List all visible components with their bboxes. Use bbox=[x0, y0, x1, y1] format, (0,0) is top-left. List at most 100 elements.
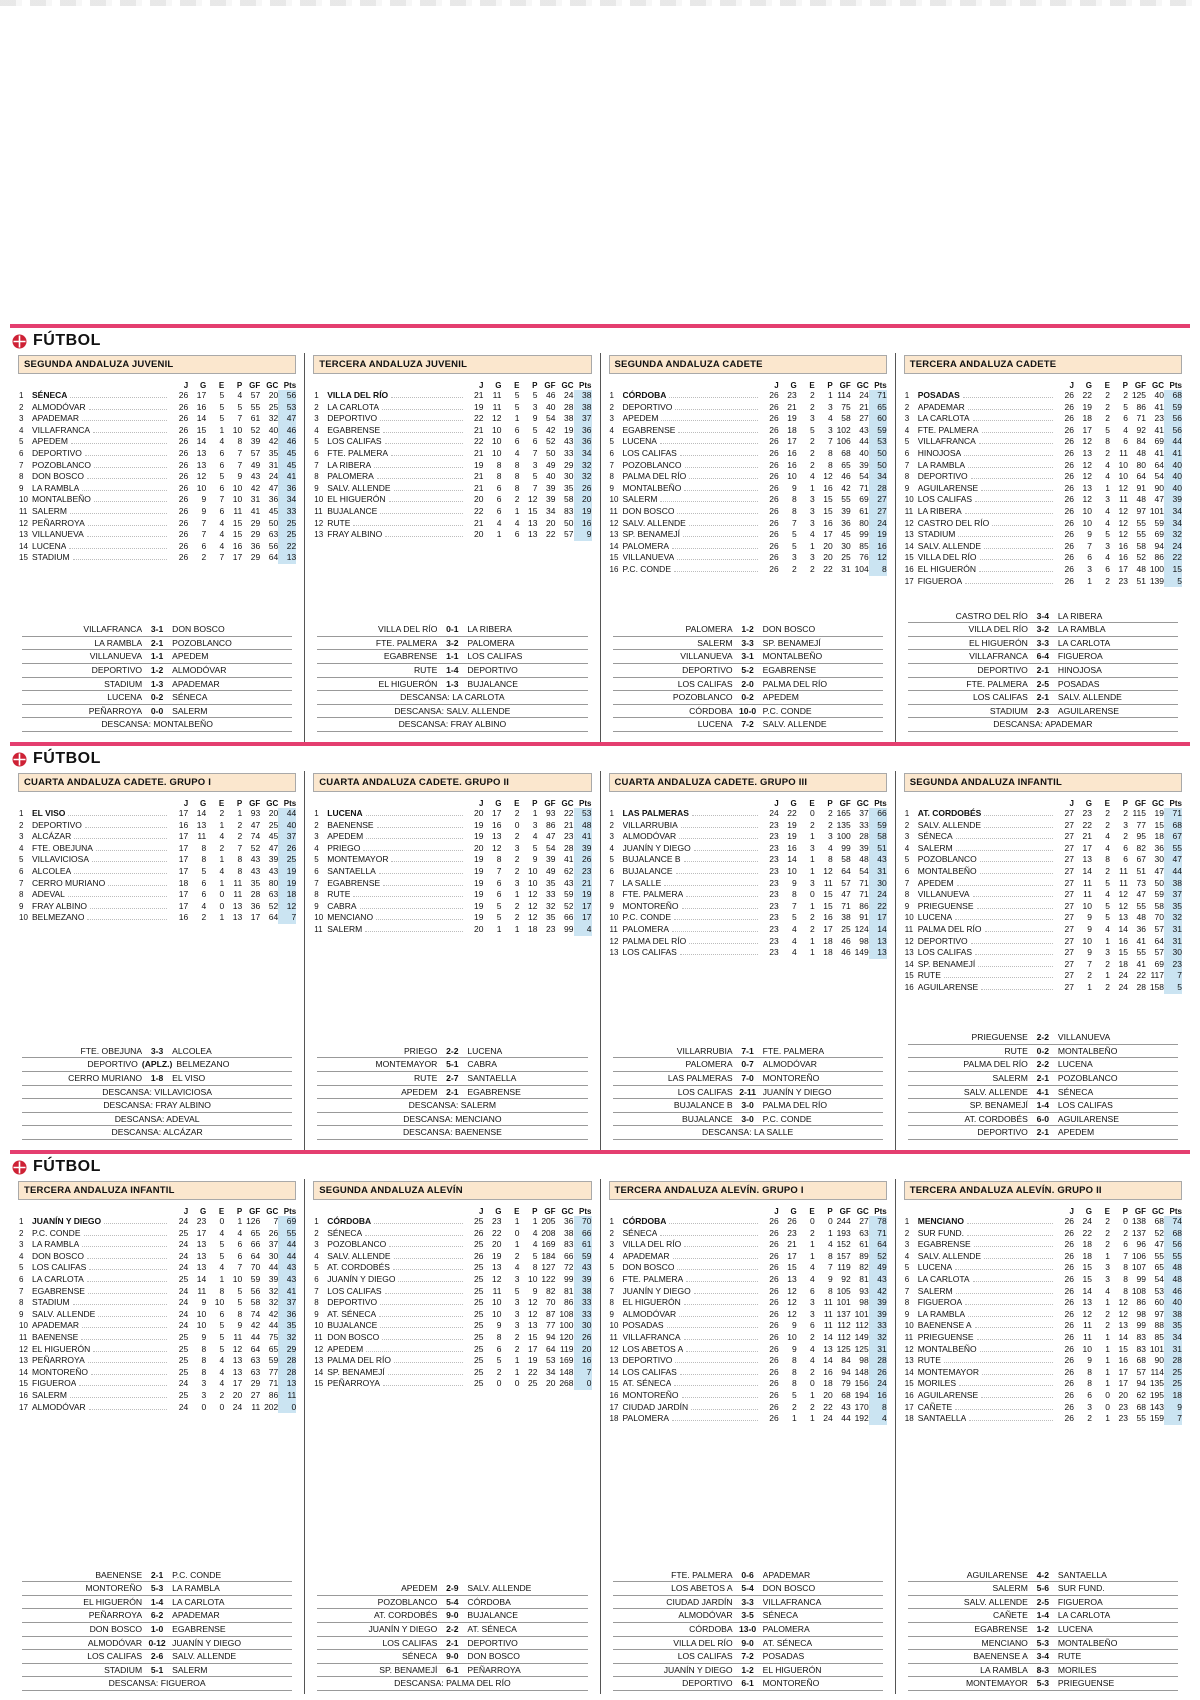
team-name: PALMA DEL RÍO bbox=[327, 1355, 465, 1367]
stat-value: 2 bbox=[1105, 1308, 1110, 1319]
home-team: EL HIGUERÓN bbox=[968, 637, 1028, 648]
stat-value: 11 bbox=[823, 1297, 833, 1308]
team-name: LA RIBERA bbox=[327, 460, 465, 472]
stat-value: 2 bbox=[828, 808, 833, 818]
team-name: SALERM bbox=[327, 924, 465, 936]
team-name: DEPORTIVO bbox=[918, 471, 1056, 483]
rank: 3 bbox=[19, 1240, 24, 1250]
team-name: SALERM bbox=[32, 1390, 170, 1402]
stat-col-header: J bbox=[479, 799, 484, 808]
stat-value: 99 bbox=[841, 842, 851, 853]
match-score: 9-0 bbox=[446, 1610, 459, 1621]
stat-value: 20 bbox=[268, 390, 279, 400]
stat-value: 43 bbox=[250, 854, 261, 865]
stat-value: 21 bbox=[573, 877, 592, 890]
dot-leader bbox=[972, 420, 1053, 422]
stat-value: 71 bbox=[841, 900, 851, 911]
stat-value: 26 bbox=[1064, 436, 1074, 447]
standings-row: 6 MONTALBEÑO 27 14 2 11 51 47 44 bbox=[904, 865, 1182, 878]
standings: 1 CÓRDOBA 26 23 2 1 114 24 71 2 DEPORTIVO 26 21 2 3 75 2… bbox=[609, 390, 887, 576]
name-spacer bbox=[918, 1207, 1056, 1216]
rank: 1 bbox=[904, 391, 910, 400]
stat-value: 50 bbox=[268, 517, 279, 528]
match-result: JUANÍN Y DIEGO 2-2 AT. SÉNECA bbox=[317, 1623, 588, 1637]
stat-value: 78 bbox=[868, 1216, 887, 1228]
home-team: LOS CALIFAS bbox=[87, 1651, 143, 1662]
stat-value: 2 bbox=[496, 1366, 502, 1377]
team-name: EGABRENSE bbox=[918, 1239, 1056, 1251]
stat-value: 47 bbox=[250, 819, 261, 830]
match-result: LA RAMBLA 8-3 MORILES bbox=[907, 1664, 1178, 1678]
rank: 4 bbox=[314, 843, 319, 853]
standings-row: 9 SALV. ALLENDE 24 10 6 8 74 42 36 bbox=[18, 1308, 297, 1321]
match-result: MONTEMAYOR 5-1 CABRA bbox=[317, 1058, 588, 1073]
rank: 2 bbox=[314, 820, 319, 830]
standings-row: 1 SÉNECA 26 17 5 4 57 20 56 bbox=[18, 390, 297, 402]
team-name: EGABRENSE bbox=[327, 878, 465, 890]
stat-col-header: GF bbox=[1134, 799, 1146, 808]
match-score: 5-1 bbox=[446, 1059, 459, 1070]
team-name: FIGUEROA bbox=[918, 1297, 1056, 1309]
stat-value: 58 bbox=[1154, 900, 1164, 911]
stat-value: 98 bbox=[859, 935, 869, 946]
stat-value: 47 bbox=[1154, 494, 1164, 505]
team-name: MONTOREÑO bbox=[32, 1367, 170, 1379]
stat-value: 3 bbox=[514, 842, 520, 853]
stat-value: 9 bbox=[1164, 1401, 1182, 1414]
stat-value: 2 bbox=[810, 436, 815, 447]
team-name-text: DON BOSCO bbox=[327, 1331, 380, 1342]
stat-value: 6 bbox=[496, 1343, 502, 1354]
away-team: LA CARLOTA bbox=[172, 1596, 225, 1607]
rank-spacer bbox=[904, 381, 918, 390]
rest-note: DESCANSA: LA SALLE bbox=[612, 1126, 883, 1140]
home-team: PRIEGUENSE bbox=[971, 1032, 1028, 1043]
stat-value: 23 bbox=[492, 1216, 502, 1226]
away-team: SÉNECA bbox=[1057, 1086, 1094, 1097]
stat-value: 124 bbox=[854, 923, 869, 934]
stat-value: 1 bbox=[514, 413, 520, 424]
stat-value: 25 bbox=[474, 1320, 484, 1331]
stat-value: 6 bbox=[201, 540, 207, 551]
standings-row: 6 DEPORTIVO 26 13 6 7 57 35 45 bbox=[18, 447, 297, 460]
dot-leader bbox=[82, 1246, 168, 1248]
rank: 6 bbox=[904, 1274, 910, 1284]
stat-value: 91 bbox=[1136, 482, 1146, 493]
stat-value: 5 bbox=[514, 401, 520, 412]
stat-value: 64 bbox=[868, 1239, 887, 1251]
stat-value: 1 bbox=[810, 900, 815, 911]
stat-value: 11 bbox=[492, 390, 502, 400]
team-name-text: AT. SÉNECA bbox=[622, 1378, 672, 1389]
stat-col-header: GF bbox=[839, 1207, 851, 1216]
standings-row: 7 EGABRENSE 19 6 3 10 35 43 21 bbox=[313, 877, 592, 890]
standings-row: 11 VILLAFRANCA 26 10 2 14 112 149 32 bbox=[609, 1331, 887, 1344]
team-name-text: LOS CALIFAS bbox=[622, 1366, 677, 1377]
stat-value: 26 bbox=[1064, 1378, 1074, 1389]
stat-value: 4 bbox=[1105, 842, 1110, 853]
team-name: DEPORTIVO bbox=[327, 1297, 465, 1309]
team-name: VILLANUEVA bbox=[32, 529, 170, 541]
rest-note: DESCANSA: FRAY ALBINO bbox=[317, 718, 588, 732]
stat-value: 3 bbox=[1105, 540, 1110, 551]
stat-value: 17 bbox=[178, 900, 189, 911]
stat-value: 0 bbox=[810, 808, 815, 818]
stat-value: 0 bbox=[514, 1378, 520, 1389]
team-name-text: VILLAFRANCA bbox=[32, 424, 91, 435]
stat-value: 26 bbox=[1064, 1297, 1074, 1308]
stat-value: 24 bbox=[178, 1262, 189, 1273]
team-name-text: SANTAELLA bbox=[327, 865, 376, 876]
stat-value: 4 bbox=[532, 1227, 538, 1238]
stat-value: 27 bbox=[250, 1389, 261, 1400]
stat-col-header: G bbox=[1085, 381, 1092, 390]
team-name-text: RUTE bbox=[917, 1355, 941, 1366]
home-team: MONTEMAYOR bbox=[375, 1059, 438, 1070]
stat-value: 4 bbox=[514, 517, 520, 528]
away-team: FIGUEROA bbox=[1057, 1596, 1103, 1607]
name-spacer bbox=[327, 799, 465, 808]
stat-value: 93 bbox=[250, 808, 261, 818]
rank: 6 bbox=[904, 448, 910, 458]
stat-value: 8 bbox=[828, 1285, 833, 1296]
stat-value: 41 bbox=[278, 471, 297, 483]
stat-value: 37 bbox=[573, 413, 592, 425]
rank: 13 bbox=[904, 530, 914, 540]
